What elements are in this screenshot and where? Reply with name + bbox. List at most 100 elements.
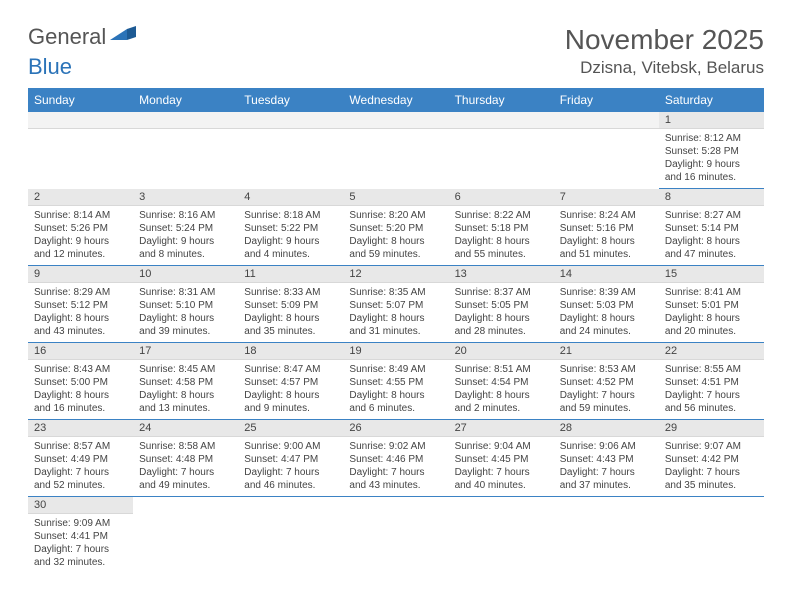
daylight-text-1: Daylight: 7 hours — [455, 466, 548, 479]
day-number-empty — [133, 112, 238, 129]
sunrise-text: Sunrise: 8:39 AM — [560, 286, 653, 299]
sunrise-text: Sunrise: 8:27 AM — [665, 209, 758, 222]
sunrise-text: Sunrise: 8:16 AM — [139, 209, 232, 222]
day-number: 28 — [554, 420, 659, 437]
sunrise-text: Sunrise: 8:20 AM — [349, 209, 442, 222]
calendar-row: 30Sunrise: 9:09 AMSunset: 4:41 PMDayligh… — [28, 497, 764, 574]
daylight-text-2: and 37 minutes. — [560, 479, 653, 492]
daylight-text-2: and 13 minutes. — [139, 402, 232, 415]
daylight-text-2: and 31 minutes. — [349, 325, 442, 338]
daylight-text-1: Daylight: 9 hours — [34, 235, 127, 248]
sunrise-text: Sunrise: 8:29 AM — [34, 286, 127, 299]
sunrise-text: Sunrise: 8:47 AM — [244, 363, 337, 376]
location-text: Dzisna, Vitebsk, Belarus — [565, 58, 764, 78]
day-number: 8 — [659, 189, 764, 206]
sunset-text: Sunset: 5:28 PM — [665, 145, 758, 158]
calendar-cell: 12Sunrise: 8:35 AMSunset: 5:07 PMDayligh… — [343, 266, 448, 343]
col-monday: Monday — [133, 88, 238, 112]
sunset-text: Sunset: 4:57 PM — [244, 376, 337, 389]
calendar-cell — [238, 497, 343, 574]
daylight-text-1: Daylight: 8 hours — [455, 312, 548, 325]
day-number: 18 — [238, 343, 343, 360]
daylight-text-2: and 51 minutes. — [560, 248, 653, 261]
daylight-text-2: and 47 minutes. — [665, 248, 758, 261]
calendar-cell: 9Sunrise: 8:29 AMSunset: 5:12 PMDaylight… — [28, 266, 133, 343]
calendar-cell: 19Sunrise: 8:49 AMSunset: 4:55 PMDayligh… — [343, 343, 448, 420]
calendar-cell: 30Sunrise: 9:09 AMSunset: 4:41 PMDayligh… — [28, 497, 133, 574]
sunset-text: Sunset: 5:01 PM — [665, 299, 758, 312]
calendar-row: 9Sunrise: 8:29 AMSunset: 5:12 PMDaylight… — [28, 266, 764, 343]
sunset-text: Sunset: 5:18 PM — [455, 222, 548, 235]
day-number: 16 — [28, 343, 133, 360]
daylight-text-1: Daylight: 7 hours — [244, 466, 337, 479]
day-details: Sunrise: 8:58 AMSunset: 4:48 PMDaylight:… — [133, 437, 238, 496]
calendar-cell: 29Sunrise: 9:07 AMSunset: 4:42 PMDayligh… — [659, 420, 764, 497]
daylight-text-1: Daylight: 9 hours — [665, 158, 758, 171]
calendar-cell — [343, 112, 448, 189]
daylight-text-2: and 9 minutes. — [244, 402, 337, 415]
daylight-text-1: Daylight: 8 hours — [665, 235, 758, 248]
daylight-text-1: Daylight: 9 hours — [244, 235, 337, 248]
day-details: Sunrise: 8:27 AMSunset: 5:14 PMDaylight:… — [659, 206, 764, 265]
day-number-empty — [449, 112, 554, 129]
day-details: Sunrise: 8:24 AMSunset: 5:16 PMDaylight:… — [554, 206, 659, 265]
flag-icon — [110, 26, 136, 49]
logo-text-general: General — [28, 24, 106, 50]
sunrise-text: Sunrise: 8:35 AM — [349, 286, 442, 299]
day-number: 9 — [28, 266, 133, 283]
day-number: 26 — [343, 420, 448, 437]
calendar-cell — [238, 112, 343, 189]
daylight-text-1: Daylight: 7 hours — [665, 389, 758, 402]
sunrise-text: Sunrise: 8:14 AM — [34, 209, 127, 222]
day-details: Sunrise: 8:12 AMSunset: 5:28 PMDaylight:… — [659, 129, 764, 188]
day-number: 29 — [659, 420, 764, 437]
calendar-row: 23Sunrise: 8:57 AMSunset: 4:49 PMDayligh… — [28, 420, 764, 497]
calendar-cell: 3Sunrise: 8:16 AMSunset: 5:24 PMDaylight… — [133, 189, 238, 266]
calendar-cell — [449, 497, 554, 574]
sunset-text: Sunset: 4:46 PM — [349, 453, 442, 466]
sunrise-text: Sunrise: 8:58 AM — [139, 440, 232, 453]
daylight-text-1: Daylight: 7 hours — [139, 466, 232, 479]
sunrise-text: Sunrise: 8:22 AM — [455, 209, 548, 222]
day-details: Sunrise: 8:20 AMSunset: 5:20 PMDaylight:… — [343, 206, 448, 265]
day-number: 12 — [343, 266, 448, 283]
calendar-cell: 28Sunrise: 9:06 AMSunset: 4:43 PMDayligh… — [554, 420, 659, 497]
sunrise-text: Sunrise: 8:12 AM — [665, 132, 758, 145]
calendar-cell: 8Sunrise: 8:27 AMSunset: 5:14 PMDaylight… — [659, 189, 764, 266]
month-title: November 2025 — [565, 24, 764, 56]
calendar-cell: 23Sunrise: 8:57 AMSunset: 4:49 PMDayligh… — [28, 420, 133, 497]
col-thursday: Thursday — [449, 88, 554, 112]
daylight-text-2: and 24 minutes. — [560, 325, 653, 338]
calendar-cell: 25Sunrise: 9:00 AMSunset: 4:47 PMDayligh… — [238, 420, 343, 497]
calendar-cell: 4Sunrise: 8:18 AMSunset: 5:22 PMDaylight… — [238, 189, 343, 266]
col-tuesday: Tuesday — [238, 88, 343, 112]
day-details: Sunrise: 8:33 AMSunset: 5:09 PMDaylight:… — [238, 283, 343, 342]
sunrise-text: Sunrise: 8:45 AM — [139, 363, 232, 376]
sunset-text: Sunset: 4:58 PM — [139, 376, 232, 389]
day-details: Sunrise: 8:43 AMSunset: 5:00 PMDaylight:… — [28, 360, 133, 419]
sunrise-text: Sunrise: 8:18 AM — [244, 209, 337, 222]
day-number: 6 — [449, 189, 554, 206]
day-number: 7 — [554, 189, 659, 206]
sunrise-text: Sunrise: 8:33 AM — [244, 286, 337, 299]
day-details: Sunrise: 9:07 AMSunset: 4:42 PMDaylight:… — [659, 437, 764, 496]
sunset-text: Sunset: 5:26 PM — [34, 222, 127, 235]
daylight-text-1: Daylight: 7 hours — [665, 466, 758, 479]
sunset-text: Sunset: 4:51 PM — [665, 376, 758, 389]
day-number: 24 — [133, 420, 238, 437]
day-number: 5 — [343, 189, 448, 206]
sunrise-text: Sunrise: 8:24 AM — [560, 209, 653, 222]
sunrise-text: Sunrise: 8:49 AM — [349, 363, 442, 376]
calendar-cell: 10Sunrise: 8:31 AMSunset: 5:10 PMDayligh… — [133, 266, 238, 343]
calendar-cell: 20Sunrise: 8:51 AMSunset: 4:54 PMDayligh… — [449, 343, 554, 420]
day-number: 2 — [28, 189, 133, 206]
calendar-cell — [449, 112, 554, 189]
daylight-text-1: Daylight: 8 hours — [34, 389, 127, 402]
daylight-text-1: Daylight: 8 hours — [139, 312, 232, 325]
sunset-text: Sunset: 4:48 PM — [139, 453, 232, 466]
day-details: Sunrise: 8:22 AMSunset: 5:18 PMDaylight:… — [449, 206, 554, 265]
sunset-text: Sunset: 5:03 PM — [560, 299, 653, 312]
day-number: 30 — [28, 497, 133, 514]
calendar-cell: 5Sunrise: 8:20 AMSunset: 5:20 PMDaylight… — [343, 189, 448, 266]
daylight-text-1: Daylight: 8 hours — [349, 312, 442, 325]
